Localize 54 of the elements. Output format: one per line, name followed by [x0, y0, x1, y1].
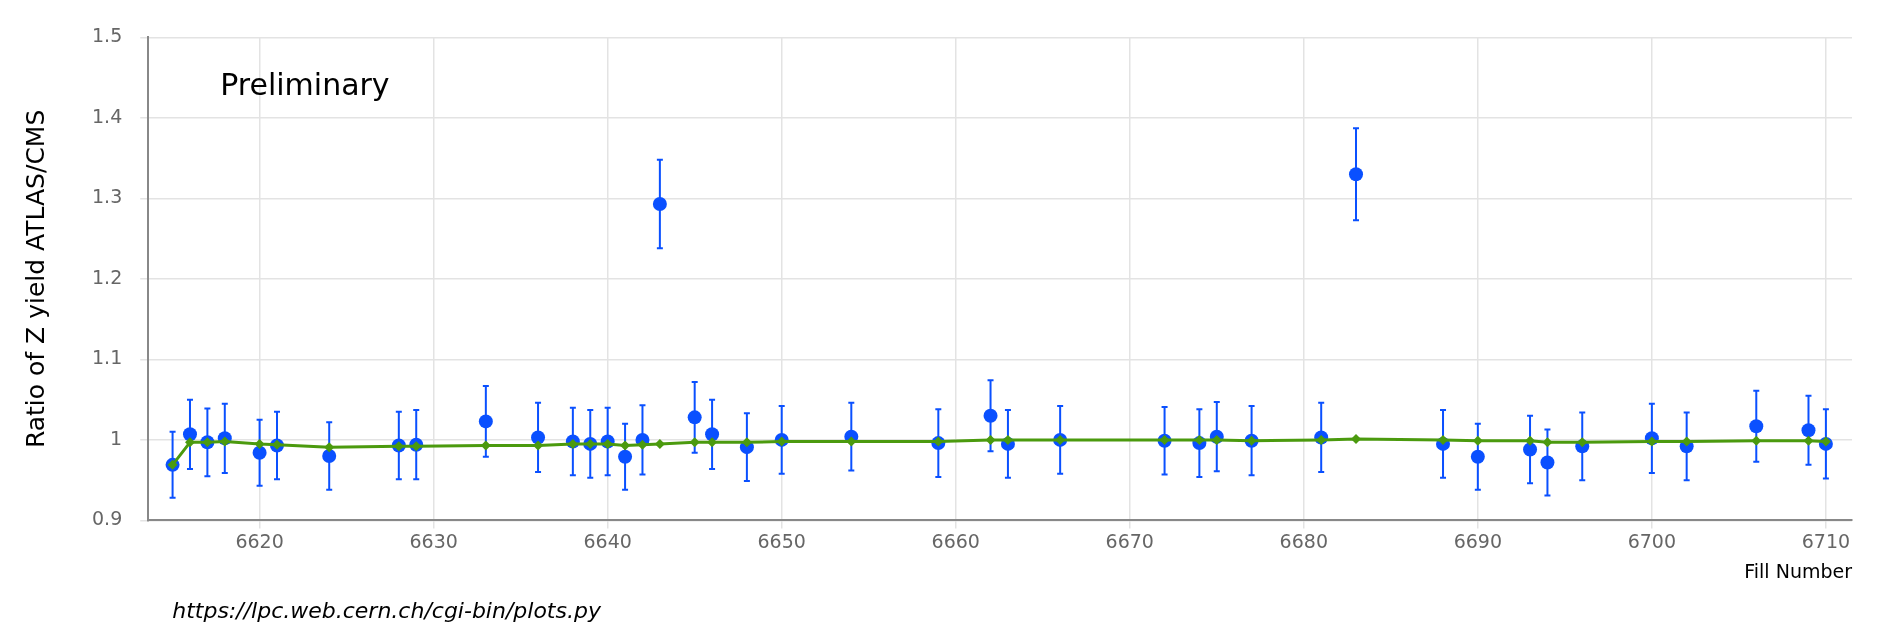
point: [1194, 434, 1205, 445]
x-tick-label: 6660: [931, 529, 980, 552]
point: [252, 445, 267, 460]
point: [478, 414, 493, 429]
y-tick-label: 1: [110, 426, 123, 449]
text: https://lpc.web.cern.ch/cgi-bin/plots.py: [172, 598, 602, 623]
x-tick-label: 6690: [1453, 529, 1503, 552]
y-tick-label: 1.5: [92, 24, 123, 47]
y-axis-title: Ratio of Z yield ATLAS/CMS: [20, 109, 50, 449]
y-tick-label: 1.2: [92, 265, 123, 288]
point: [1801, 423, 1816, 438]
point: [652, 197, 667, 212]
x-tick-label: 6680: [1279, 529, 1328, 552]
point: [324, 442, 335, 453]
x-tick-label: 6620: [235, 529, 284, 552]
point: [637, 439, 648, 450]
y-tick-label: 1.4: [92, 104, 123, 127]
point: [184, 437, 195, 448]
point: [705, 427, 720, 442]
y-tick-label: 0.9: [92, 507, 123, 530]
point: [1820, 436, 1831, 447]
point: [687, 410, 702, 425]
point: [1749, 419, 1764, 434]
x-tick-label: 6710: [1801, 529, 1851, 552]
x-tick-label: 6670: [1105, 529, 1154, 552]
x-tick-label: 6650: [757, 529, 806, 552]
point: [533, 440, 544, 451]
x-tick-label: 6640: [583, 529, 632, 552]
point: [1803, 435, 1814, 446]
point: [1751, 435, 1762, 446]
x-tick-label: 6700: [1627, 529, 1677, 552]
point: [1525, 435, 1536, 446]
point: [1470, 449, 1485, 464]
point: [1542, 437, 1553, 448]
point: [983, 408, 998, 423]
point: [985, 434, 996, 445]
x-axis-title: Fill Number: [1744, 559, 1853, 582]
point: [411, 441, 422, 452]
point: [1577, 437, 1588, 448]
point: [1540, 455, 1555, 470]
point: [322, 449, 337, 463]
point: [620, 440, 631, 451]
point: [618, 449, 633, 464]
point: [1523, 442, 1538, 457]
point: [254, 438, 265, 449]
y-tick-label: 1.1: [92, 346, 123, 369]
point: [219, 436, 230, 447]
annotation: Preliminary: [220, 67, 390, 103]
point: [182, 427, 197, 442]
y-tick-label: 1.3: [92, 185, 123, 208]
x-tick-label: 6630: [409, 529, 458, 552]
point: [531, 430, 546, 445]
point: [1349, 167, 1364, 182]
point: [602, 438, 613, 449]
